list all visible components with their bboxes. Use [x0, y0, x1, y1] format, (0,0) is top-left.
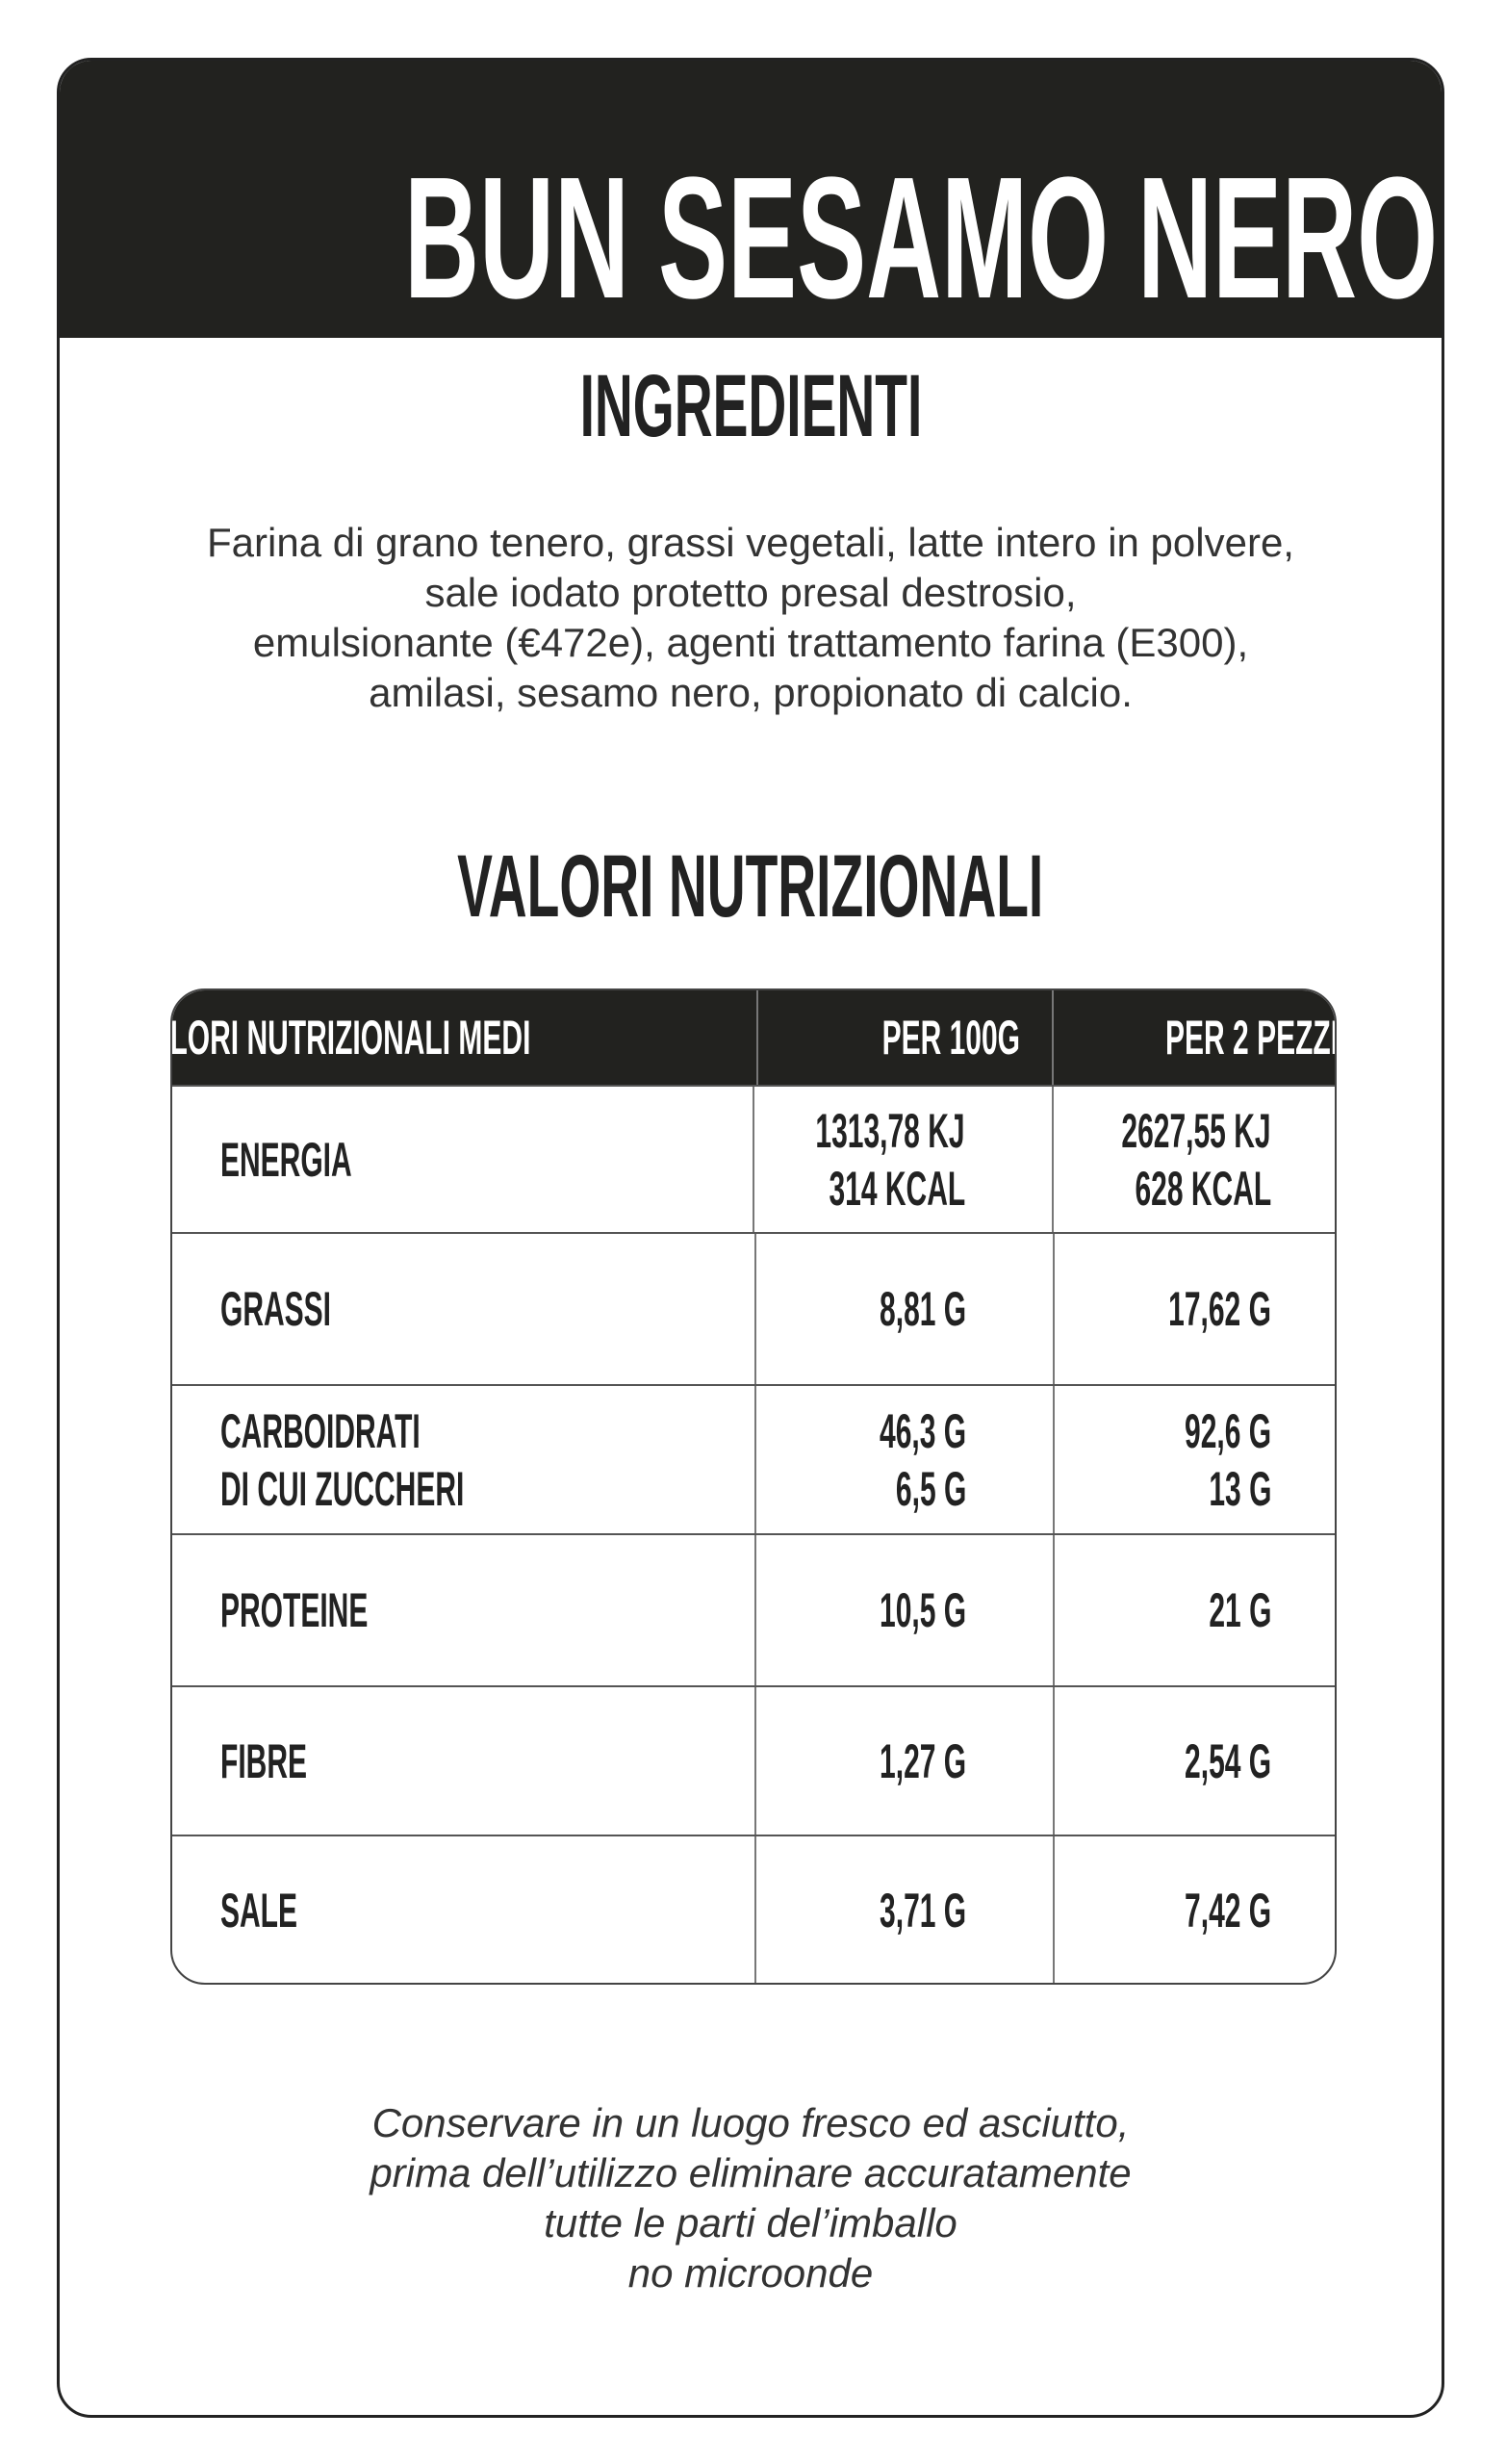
cell-text: 13 G: [1208, 1461, 1271, 1516]
table-row: PROTEINE 10,5 G 21 G: [172, 1533, 1335, 1685]
cell-text: 10,5 G: [879, 1583, 966, 1637]
column-header: PER 2 PEZZI: [1052, 990, 1335, 1085]
storage-line: no microonde: [627, 2250, 874, 2296]
value-per-100g: 3,71 G: [753, 1836, 1053, 1983]
value-per-2-pieces: 2,54 G: [1052, 1687, 1335, 1835]
table-row: CARBOIDRATI DI CUI ZUCCHERI 46,3 G 6,5 G 92,…: [172, 1384, 1335, 1533]
value-per-2-pieces: 92,6 G 13 G: [1052, 1386, 1335, 1533]
ingredients-heading: INGREDIENTI: [579, 357, 922, 455]
product-title: BUN SESAMO NERO: [404, 141, 1439, 335]
cell-text: DI CUI ZUCCHERI: [220, 1461, 465, 1516]
cell-text: 2,54 G: [1184, 1733, 1271, 1788]
cell-text: 8,81 G: [879, 1282, 966, 1336]
ingredients-text: Farina di grano tenero, grassi vegetali,…: [60, 518, 1442, 718]
ingredients-line: amilasi, sesamo nero, propionato di calc…: [369, 670, 1133, 715]
cell-text: SALE: [220, 1884, 298, 1938]
cell-text: 628 KCAL: [1135, 1161, 1271, 1216]
nutrient-label: CARBOIDRATI DI CUI ZUCCHERI: [172, 1386, 754, 1533]
cell-text: 314 KCAL: [829, 1161, 965, 1216]
value-per-100g: 1313,78 KJ 314 KCAL: [753, 1087, 1052, 1232]
ingredients-line: emulsionante (€472e), agenti trattamento…: [252, 620, 1249, 665]
nutrient-label: GRASSI: [172, 1234, 754, 1384]
cell-text: PER 2 PEZZI: [1165, 1011, 1337, 1065]
ingredients-line: sale iodato protetto presal destrosio,: [424, 570, 1077, 615]
storage-line: prima dell’utilizzo eliminare accuratame…: [370, 2150, 1132, 2195]
value-per-2-pieces: 7,42 G: [1052, 1836, 1335, 1983]
cell-text: ENERGIA: [220, 1132, 352, 1187]
nutrition-table: VALORI NUTRIZIONALI MEDI PER 100G PER 2 PE…: [170, 988, 1337, 1985]
nutrition-heading: VALORI NUTRIZIONALI: [457, 837, 1044, 936]
cell-text: 7,42 G: [1184, 1884, 1271, 1938]
value-per-2-pieces: 2627,55 KJ 628 KCAL: [1052, 1087, 1335, 1232]
table-row: GRASSI 8,81 G 17,62 G: [172, 1232, 1335, 1384]
table-row: SALE 3,71 G 7,42 G: [172, 1835, 1335, 1983]
title-band: [60, 61, 1442, 338]
value-per-2-pieces: 21 G: [1052, 1535, 1335, 1685]
storage-line: tutte le parti del’imballo: [544, 2200, 957, 2246]
nutrient-label: ENERGIA: [172, 1087, 753, 1232]
cell-text: PROTEINE: [220, 1583, 369, 1637]
ingredients-line: Farina di grano tenero, grassi vegetali,…: [207, 520, 1294, 565]
cell-text: 1313,78 KJ: [815, 1103, 965, 1158]
column-header: PER 100G: [756, 990, 1052, 1085]
cell-text: 3,71 G: [879, 1884, 966, 1938]
nutrient-label: FIBRE: [172, 1687, 754, 1835]
cell-text: FIBRE: [220, 1733, 307, 1788]
cell-text: CARBOIDRATI: [220, 1403, 421, 1458]
cell-text: 1,27 G: [879, 1733, 966, 1788]
cell-text: 17,62 G: [1168, 1282, 1271, 1336]
value-per-100g: 10,5 G: [753, 1535, 1053, 1685]
value-per-100g: 8,81 G: [753, 1234, 1053, 1384]
cell-text: 21 G: [1208, 1583, 1271, 1637]
cell-text: 92,6 G: [1184, 1403, 1271, 1458]
column-header: VALORI NUTRIZIONALI MEDI: [172, 990, 756, 1085]
nutrient-label: PROTEINE: [172, 1535, 754, 1685]
value-per-100g: 1,27 G: [753, 1687, 1053, 1835]
value-per-2-pieces: 17,62 G: [1052, 1234, 1335, 1384]
table-row: FIBRE 1,27 G 2,54 G: [172, 1685, 1335, 1835]
cell-text: PER 100G: [881, 1011, 1020, 1065]
cell-text: VALORI NUTRIZIONALI MEDI: [170, 1011, 531, 1065]
nutrient-label: SALE: [172, 1836, 754, 1983]
cell-text: 46,3 G: [879, 1403, 966, 1458]
value-per-100g: 46,3 G 6,5 G: [753, 1386, 1053, 1533]
table-row: ENERGIA 1313,78 KJ 314 KCAL 2627,55 KJ 628 K…: [172, 1085, 1335, 1232]
cell-text: 6,5 G: [895, 1461, 966, 1516]
storage-line: Conservare in un luogo fresco ed asciutt…: [371, 2100, 1130, 2145]
table-header: VALORI NUTRIZIONALI MEDI PER 100G PER 2 PE…: [172, 990, 1335, 1085]
storage-note: Conservare in un luogo fresco ed asciutt…: [60, 2098, 1442, 2298]
cell-text: GRASSI: [220, 1282, 332, 1336]
cell-text: 2627,55 KJ: [1121, 1103, 1271, 1158]
product-card: BUN SESAMO NERO INGREDIENTI Farina di gr…: [57, 58, 1444, 2418]
